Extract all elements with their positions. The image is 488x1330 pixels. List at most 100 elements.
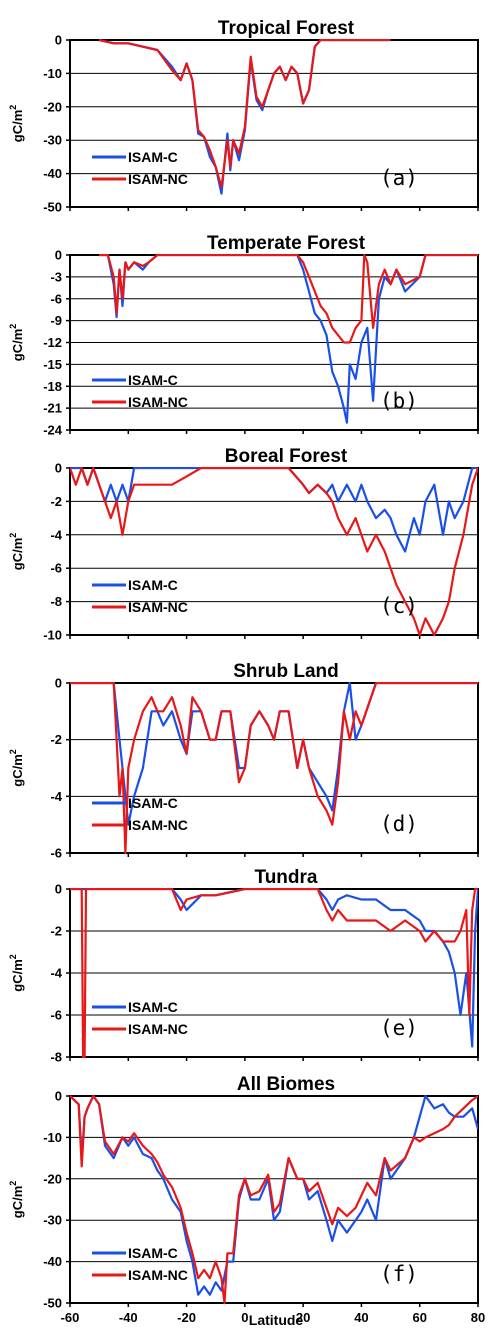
x-tick-label: 80	[471, 1310, 485, 1325]
chart-title: Shrub Land	[233, 661, 339, 682]
y-tick-label: -10	[43, 1130, 62, 1145]
series-line-isam-nc	[98, 39, 391, 189]
legend-label-isam-c: ISAM-C	[128, 999, 178, 1015]
y-tick-label: -40	[43, 1254, 62, 1269]
legend-label-isam-nc: ISAM-NC	[128, 1267, 188, 1283]
y-tick-label: 0	[55, 33, 62, 48]
y-axis-label-text: gC/m	[10, 329, 25, 362]
chart-panel-3: 0 -2 -4 -6 -8 -10 gC/m2 Boreal Forest ISAM-C ISAM…	[8, 446, 479, 643]
y-axis-label-sup: 2	[8, 749, 18, 754]
legend-label-isam-nc: ISAM-NC	[128, 599, 188, 615]
x-tick-label: 60	[412, 1310, 426, 1325]
y-axis-label: gC/m2	[8, 954, 25, 992]
y-axis-label: gC/m2	[8, 749, 25, 787]
y-tick-label: -6	[50, 291, 62, 306]
chart-panel-6: 0 -10 -20 -30 -40 -50 gC/m2 All Biomes ISAM-C ISA…	[8, 1074, 479, 1311]
x-tick-label: -40	[119, 1310, 138, 1325]
x-tick-label: -20	[177, 1310, 196, 1325]
y-tick-label: -18	[43, 379, 62, 394]
y-axis-label: gC/m2	[8, 324, 25, 362]
y-tick-label: -2	[50, 494, 62, 509]
chart-panel-1: 0 -10 -20 -30 -40 -50 gC/m2 Tropical Forest ISAM…	[8, 18, 479, 215]
plot-frame	[69, 1095, 479, 1304]
y-axis-label-text: gC/m	[10, 110, 25, 143]
panel-label: (e)	[380, 1016, 418, 1040]
y-tick-label: 0	[55, 882, 62, 897]
y-axis-label-sup: 2	[8, 533, 18, 538]
x-tick-label: 20	[296, 1310, 310, 1325]
y-tick-label: 0	[55, 461, 62, 476]
legend-label-isam-nc: ISAM-NC	[128, 817, 188, 833]
y-axis-label-text: gC/m	[10, 754, 25, 787]
x-tick-label: 40	[354, 1310, 368, 1325]
legend-label-isam-nc: ISAM-NC	[128, 171, 188, 187]
y-axis-label-sup: 2	[8, 1181, 18, 1186]
y-tick-label: -30	[43, 1213, 62, 1228]
chart-panel-4: 0 -2 -4 -6 gC/m2 Shrub Land ISAM-C ISAM-NC (d)	[8, 661, 479, 861]
series-line-isam-nc	[70, 467, 478, 636]
y-tick-label: -2	[50, 732, 62, 747]
panel-label: (c)	[380, 594, 418, 618]
legend-label-isam-c: ISAM-C	[128, 149, 178, 165]
series-line-isam-nc	[70, 1095, 478, 1304]
panel-label: (b)	[380, 389, 418, 413]
chart-title: All Biomes	[237, 1074, 335, 1095]
legend-label-isam-c: ISAM-C	[128, 372, 178, 388]
y-tick-label: -15	[43, 357, 62, 372]
chart-title: Tropical Forest	[218, 18, 355, 39]
chart-title: Tundra	[255, 867, 318, 888]
y-tick-label: -6	[50, 846, 62, 861]
y-tick-label: -50	[43, 1296, 62, 1311]
chart-panel-2: 0 -3 -6 -9 -12 -15 -18 -21 -24 gC/m2 Temperate For…	[8, 233, 479, 438]
y-axis-label-sup: 2	[8, 105, 18, 110]
y-tick-label: 0	[55, 1089, 62, 1104]
series-line-isam-nc	[70, 888, 478, 1058]
legend-label-isam-c: ISAM-C	[128, 1245, 178, 1261]
y-axis-label: gC/m2	[8, 105, 25, 143]
y-axis-label-text: gC/m	[10, 538, 25, 571]
plot-frame	[69, 39, 479, 208]
legend-label-isam-c: ISAM-C	[128, 577, 178, 593]
y-axis-label-text: gC/m	[10, 1186, 25, 1219]
y-tick-label: -9	[50, 313, 62, 328]
y-axis-label: gC/m2	[8, 1181, 25, 1219]
legend-label-isam-nc: ISAM-NC	[128, 1021, 188, 1037]
series-line-isam-nc	[70, 682, 478, 854]
y-tick-label: -30	[43, 133, 62, 148]
y-tick-label: -20	[43, 1171, 62, 1186]
y-tick-label: -3	[50, 269, 62, 284]
y-tick-label: -4	[50, 966, 62, 981]
y-tick-label: -21	[43, 401, 62, 416]
y-tick-label: -2	[50, 924, 62, 939]
y-tick-label: 0	[55, 248, 62, 263]
y-axis-label-sup: 2	[8, 954, 18, 959]
y-tick-label: -4	[50, 789, 62, 804]
chart-title: Temperate Forest	[207, 233, 366, 254]
plot-frame	[69, 682, 479, 854]
y-tick-label: -10	[43, 66, 62, 81]
x-tick-label: -60	[61, 1310, 80, 1325]
panel-label: (a)	[380, 166, 418, 190]
x-tick-label: 0	[241, 1310, 248, 1325]
y-tick-label: -12	[43, 335, 62, 350]
y-tick-label: -40	[43, 166, 62, 181]
y-tick-label: -8	[50, 594, 62, 609]
chart-panel-5: 0 -2 -4 -6 -8 gC/m2 Tundra ISAM-C ISAM-NC (e)	[8, 867, 479, 1065]
series-line-isam-c	[70, 467, 478, 553]
y-axis-label: gC/m2	[8, 533, 25, 571]
y-tick-label: -20	[43, 99, 62, 114]
series-line-isam-nc	[99, 254, 478, 344]
y-tick-label: -4	[50, 527, 62, 542]
y-tick-label: -8	[50, 1050, 62, 1065]
y-tick-label: -50	[43, 200, 62, 215]
y-tick-label: -6	[50, 1008, 62, 1023]
y-axis-label-text: gC/m	[10, 959, 25, 992]
legend-label-isam-nc: ISAM-NC	[128, 394, 188, 410]
y-tick-label: 0	[55, 676, 62, 691]
y-tick-label: -10	[43, 628, 62, 643]
y-tick-label: -6	[50, 561, 62, 576]
panel-label: (f)	[380, 1262, 418, 1286]
y-tick-label: -24	[43, 423, 63, 438]
y-axis-label-sup: 2	[8, 324, 18, 329]
